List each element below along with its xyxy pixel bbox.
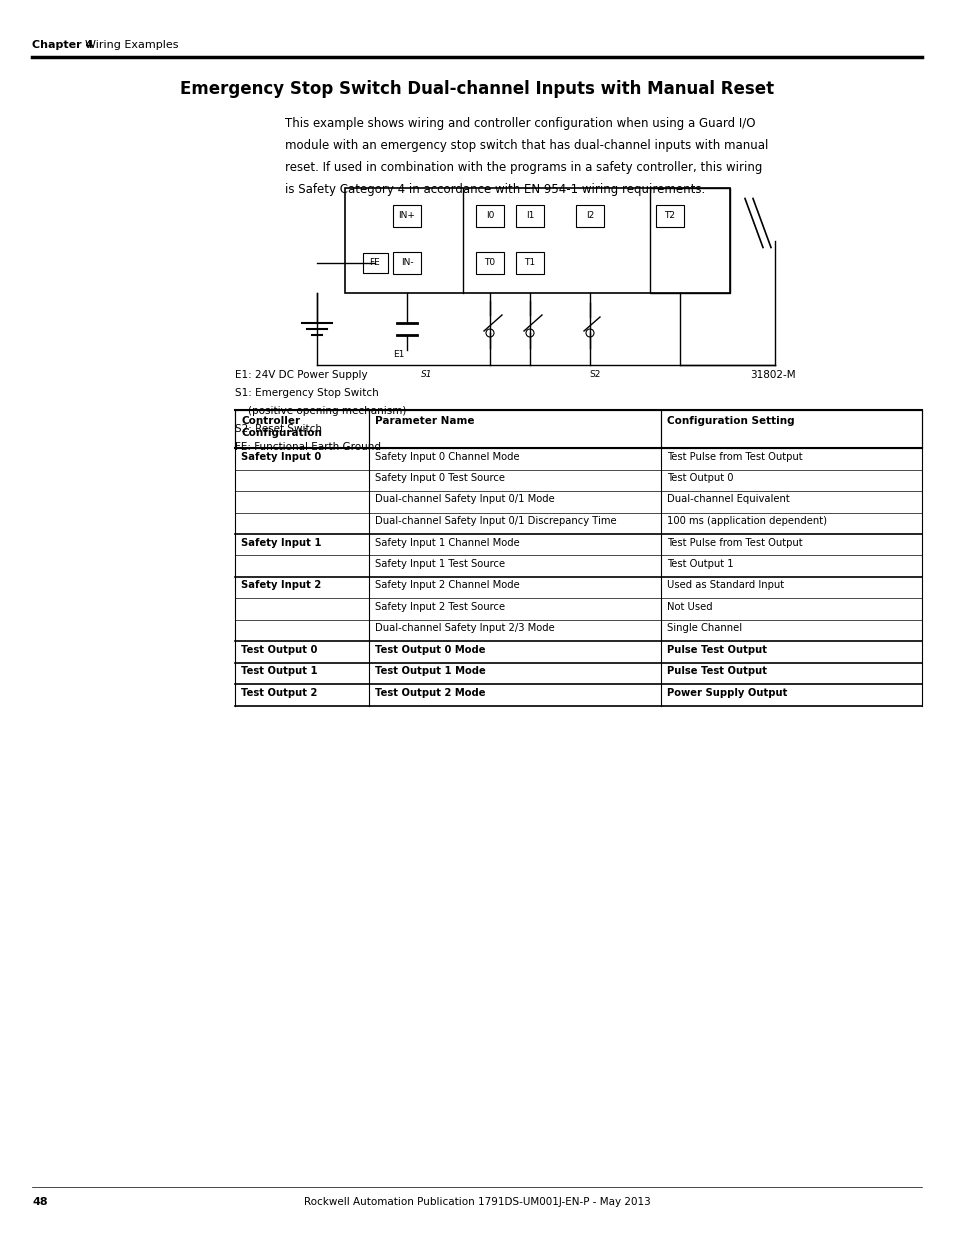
Text: module with an emergency stop switch that has dual-channel inputs with manual: module with an emergency stop switch tha… [285, 140, 767, 152]
Text: Emergency Stop Switch Dual-channel Inputs with Manual Reset: Emergency Stop Switch Dual-channel Input… [180, 80, 773, 98]
Text: T2: T2 [664, 211, 675, 221]
Text: E1: 24V DC Power Supply: E1: 24V DC Power Supply [234, 370, 367, 380]
Bar [476, 205, 503, 227]
Text: Test Output 1: Test Output 1 [666, 559, 733, 569]
Text: Rockwell Automation Publication 1791DS-UM001J-EN-P - May 2013: Rockwell Automation Publication 1791DS-U… [303, 1197, 650, 1207]
Text: Safety Input 0 Test Source: Safety Input 0 Test Source [375, 473, 504, 483]
Circle shape [525, 329, 534, 337]
Text: S1: S1 [421, 370, 433, 379]
Bar [516, 252, 543, 274]
Text: This example shows wiring and controller configuration when using a Guard I/O: This example shows wiring and controller… [285, 117, 755, 130]
Circle shape [485, 329, 494, 337]
Text: (positive opening mechanism): (positive opening mechanism) [234, 406, 406, 416]
Text: Power Supply Output: Power Supply Output [666, 688, 786, 698]
Text: Dual-channel Equivalent: Dual-channel Equivalent [666, 494, 789, 505]
Text: Test Output 0: Test Output 0 [666, 473, 733, 483]
Text: T0: T0 [484, 258, 495, 268]
Bar [393, 252, 420, 274]
Text: Controller
Configuration: Controller Configuration [241, 416, 321, 437]
Text: 100 ms (application dependent): 100 ms (application dependent) [666, 516, 826, 526]
Text: Test Pulse from Test Output: Test Pulse from Test Output [666, 537, 801, 547]
Text: Single Channel: Single Channel [666, 624, 741, 634]
Text: I2: I2 [585, 211, 594, 221]
Text: Safety Input 1 Test Source: Safety Input 1 Test Source [375, 559, 504, 569]
Text: Test Output 0: Test Output 0 [241, 645, 317, 655]
Text: Dual-channel Safety Input 0/1 Mode: Dual-channel Safety Input 0/1 Mode [375, 494, 554, 505]
Bar [576, 205, 603, 227]
Text: Safety Input 0 Channel Mode: Safety Input 0 Channel Mode [375, 452, 519, 462]
Text: Test Output 2 Mode: Test Output 2 Mode [375, 688, 485, 698]
Text: Safety Input 1: Safety Input 1 [241, 537, 321, 547]
Text: I0: I0 [485, 211, 494, 221]
Bar [234, 410, 921, 448]
Text: Dual-channel Safety Input 0/1 Discrepancy Time: Dual-channel Safety Input 0/1 Discrepanc… [375, 516, 616, 526]
Text: Safety Input 2: Safety Input 2 [241, 580, 321, 590]
Text: Configuration Setting: Configuration Setting [666, 416, 794, 426]
Text: reset. If used in combination with the programs in a safety controller, this wir: reset. If used in combination with the p… [285, 161, 761, 174]
Text: FE: FE [369, 258, 380, 268]
Bar [393, 205, 420, 227]
Text: Safety Input 2 Test Source: Safety Input 2 Test Source [375, 601, 504, 613]
Text: IN-: IN- [400, 258, 413, 268]
Text: I1: I1 [525, 211, 534, 221]
Text: Test Output 2: Test Output 2 [241, 688, 317, 698]
Text: is Safety Category 4 in accordance with EN 954-1 wiring requirements.: is Safety Category 4 in accordance with … [285, 183, 704, 196]
Text: Used as Standard Input: Used as Standard Input [666, 580, 783, 590]
Text: Dual-channel Safety Input 2/3 Mode: Dual-channel Safety Input 2/3 Mode [375, 624, 554, 634]
Bar [656, 205, 683, 227]
Bar [362, 253, 387, 273]
Text: IN+: IN+ [398, 211, 415, 221]
Text: Chapter 4: Chapter 4 [32, 40, 93, 49]
Text: S2: Reset Switch: S2: Reset Switch [234, 424, 322, 433]
Text: Safety Input 0: Safety Input 0 [241, 452, 321, 462]
Text: Parameter Name: Parameter Name [375, 416, 474, 426]
Text: Pulse Test Output: Pulse Test Output [666, 667, 766, 677]
Text: Test Output 1: Test Output 1 [241, 667, 317, 677]
Text: Test Output 0 Mode: Test Output 0 Mode [375, 645, 485, 655]
Circle shape [585, 329, 594, 337]
Text: FE: Functional Earth Ground: FE: Functional Earth Ground [234, 442, 380, 452]
Text: Pulse Test Output: Pulse Test Output [666, 645, 766, 655]
Bar [516, 205, 543, 227]
Bar [345, 188, 729, 293]
Text: Wiring Examples: Wiring Examples [85, 40, 178, 49]
Text: Test Output 1 Mode: Test Output 1 Mode [375, 667, 485, 677]
Bar [476, 252, 503, 274]
Text: Test Pulse from Test Output: Test Pulse from Test Output [666, 452, 801, 462]
Text: Not Used: Not Used [666, 601, 712, 613]
Text: T1: T1 [524, 258, 535, 268]
Text: 48: 48 [32, 1197, 48, 1207]
Bar [649, 188, 729, 293]
Text: Safety Input 1 Channel Mode: Safety Input 1 Channel Mode [375, 537, 519, 547]
Text: S2: S2 [589, 370, 600, 379]
Text: E1: E1 [393, 350, 404, 359]
Text: S1: Emergency Stop Switch: S1: Emergency Stop Switch [234, 388, 378, 398]
Text: Safety Input 2 Channel Mode: Safety Input 2 Channel Mode [375, 580, 519, 590]
Text: 31802-M: 31802-M [749, 370, 795, 380]
